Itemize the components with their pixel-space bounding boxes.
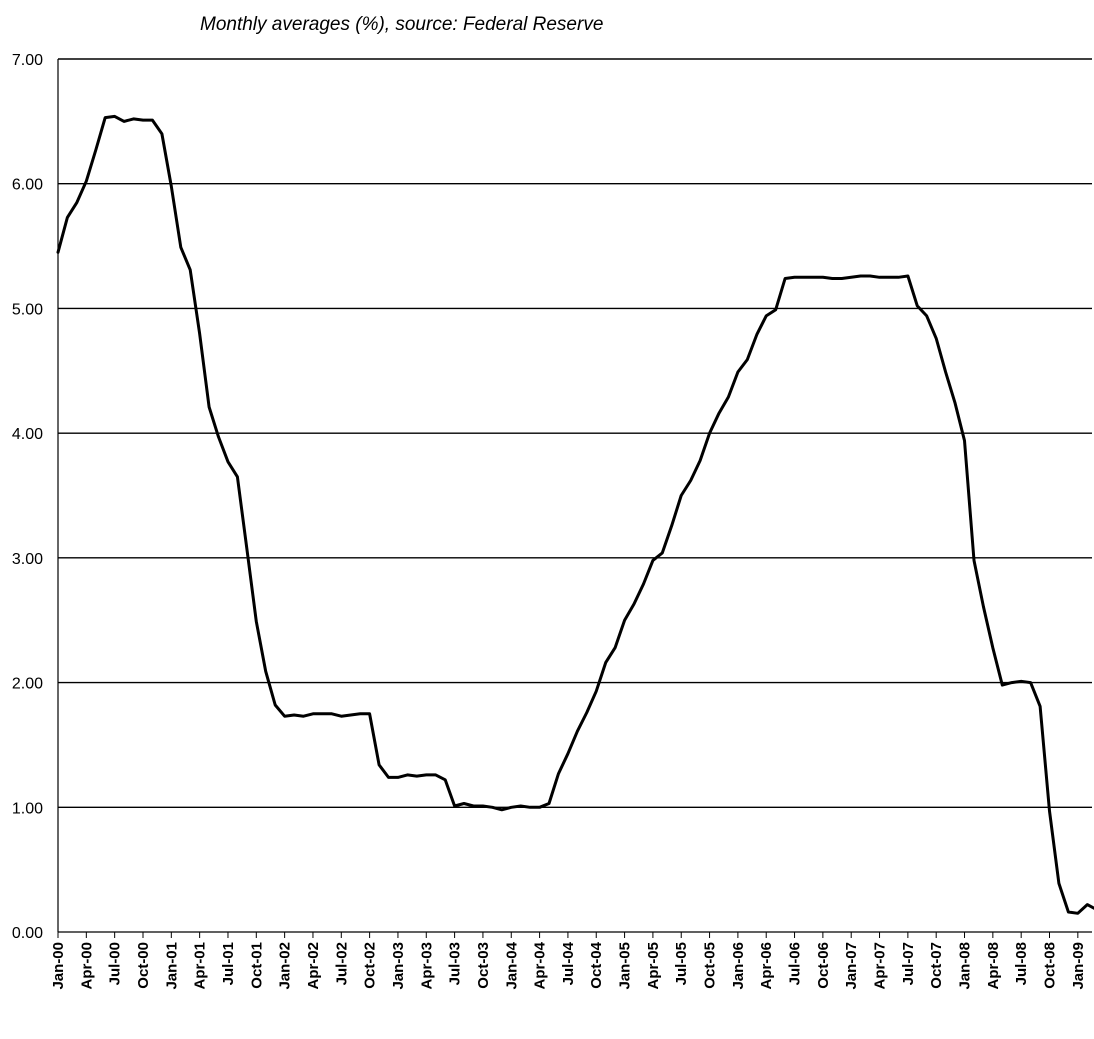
x-axis-ticks: Jan-00 Apr-00 Jul-00 Oct-00 Jan-01 Apr-01 Jul-… xyxy=(50,932,1087,990)
x-tick-label: Apr-07 xyxy=(872,942,889,990)
x-tick-label: Jan-06 xyxy=(730,942,747,990)
x-tick-label: Oct-07 xyxy=(928,942,945,989)
y-tick-label: 4.00 xyxy=(12,426,43,443)
x-tick-label: Oct-05 xyxy=(702,942,719,989)
x-tick-label: Apr-05 xyxy=(645,942,662,990)
x-tick-label: Oct-01 xyxy=(248,942,265,989)
x-tick-label: Apr-06 xyxy=(758,942,775,990)
y-tick-label: 5.00 xyxy=(12,301,43,318)
x-tick-label: Jul-06 xyxy=(787,942,804,985)
x-tick-label: Jul-01 xyxy=(220,942,237,985)
x-tick-label: Jul-08 xyxy=(1013,942,1030,985)
y-tick-label: 6.00 xyxy=(12,177,43,194)
x-tick-label: Jul-04 xyxy=(560,941,577,985)
axes xyxy=(57,59,1092,933)
x-tick-label: Jan-01 xyxy=(163,942,180,990)
x-tick-label: Oct-06 xyxy=(815,942,832,989)
y-tick-label: 0.00 xyxy=(12,925,43,942)
x-tick-label: Jan-03 xyxy=(390,942,407,990)
x-tick-label: Jan-08 xyxy=(957,942,974,990)
x-tick-label: Jan-09 xyxy=(1070,942,1087,990)
chart-subtitle: Monthly averages (%), source: Federal Re… xyxy=(200,14,603,35)
x-tick-label: Apr-08 xyxy=(985,942,1002,990)
x-tick-label: Jan-02 xyxy=(277,942,294,990)
series-line-0 xyxy=(56,114,1094,915)
x-tick-label: Jan-07 xyxy=(843,942,860,990)
x-tick-label: Jul-00 xyxy=(107,942,124,985)
x-tick-label: Jul-07 xyxy=(900,942,917,985)
x-tick-label: Apr-00 xyxy=(78,942,95,990)
y-tick-label: 3.00 xyxy=(12,551,43,568)
gridlines xyxy=(58,58,1092,808)
x-tick-label: Jan-04 xyxy=(503,941,520,989)
y-axis-ticks: 0.00 1.00 2.00 3.00 4.00 5.00 6.00 7.00 xyxy=(12,52,43,942)
x-tick-label: Oct-00 xyxy=(135,942,152,989)
series-layer xyxy=(56,114,1094,915)
y-tick-label: 2.00 xyxy=(12,676,43,693)
x-tick-label: Apr-02 xyxy=(305,942,322,990)
x-tick-label: Oct-04 xyxy=(588,941,605,988)
x-tick-label: Oct-03 xyxy=(475,942,492,989)
y-tick-label: 1.00 xyxy=(12,800,43,817)
x-tick-label: Oct-08 xyxy=(1042,942,1059,989)
x-tick-label: Apr-04 xyxy=(532,941,549,989)
x-tick-label: Jul-03 xyxy=(447,942,464,985)
x-tick-label: Apr-03 xyxy=(418,942,435,990)
x-tick-label: Jul-05 xyxy=(673,942,690,985)
x-tick-label: Jan-05 xyxy=(617,942,634,990)
x-tick-label: Oct-02 xyxy=(362,942,379,989)
x-tick-label: Apr-01 xyxy=(192,942,209,990)
x-tick-label: Jan-00 xyxy=(50,942,67,990)
y-tick-label: 7.00 xyxy=(12,52,43,69)
x-tick-label: Jul-02 xyxy=(333,942,350,985)
